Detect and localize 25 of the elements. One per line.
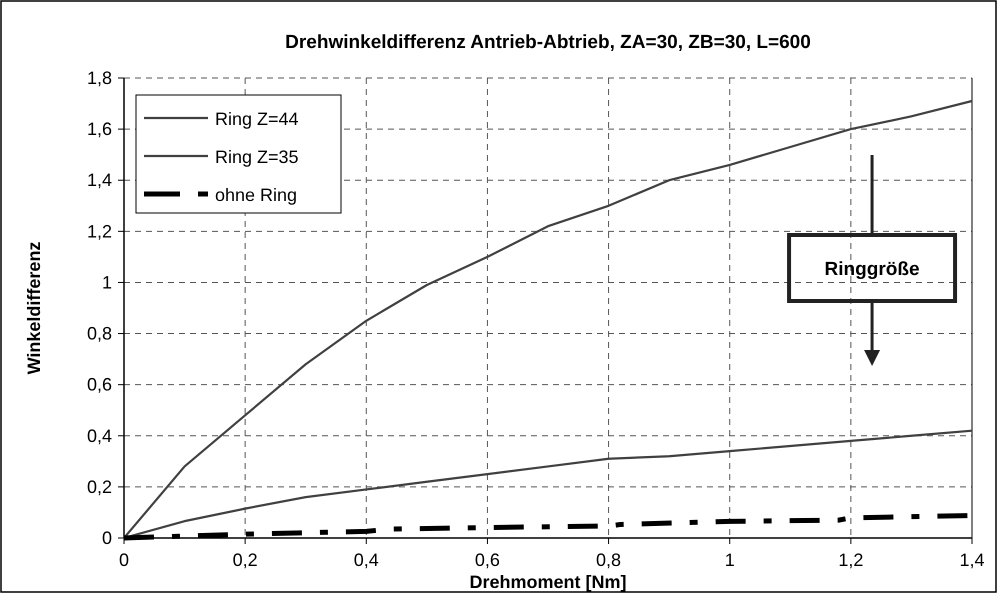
y-axis-title: Winkeldifferenz <box>24 242 44 374</box>
x-tick-label: 1,4 <box>959 550 985 570</box>
y-tick-label: 0,6 <box>86 374 112 395</box>
x-tick-label: 1 <box>724 550 735 570</box>
legend-label: Ring Z=44 <box>215 109 299 129</box>
y-tick-label: 0,4 <box>86 426 112 446</box>
legend-label: Ring Z=35 <box>215 147 299 167</box>
y-tick-label: 0,2 <box>86 476 112 497</box>
y-tick-label: 1,6 <box>86 119 112 140</box>
y-tick-label: 1,4 <box>86 170 112 190</box>
x-tick-label: 1,2 <box>838 550 864 570</box>
x-tick-label: 0,4 <box>354 550 379 570</box>
legend-label: ohne Ring <box>215 185 298 205</box>
x-tick-label: 0,6 <box>474 550 500 570</box>
chart-title: Drehwinkeldifferenz Antrieb-Abtrieb, ZA=30, ZB=30, L=600 <box>285 32 811 53</box>
x-tick-label: 0,2 <box>232 550 258 570</box>
annotation: Ringgröße <box>824 259 920 280</box>
y-tick-label: 1 <box>102 272 112 292</box>
x-tick-label: 0,8 <box>596 550 622 570</box>
y-tick-label: 0,8 <box>86 324 112 344</box>
y-tick-label: 1,8 <box>86 68 112 88</box>
y-tick-label: 1,2 <box>86 221 112 242</box>
x-tick-label: 0 <box>118 550 130 570</box>
y-tick-label: 0 <box>102 528 112 548</box>
x-axis-title: Drehmoment [Nm] <box>469 572 627 592</box>
